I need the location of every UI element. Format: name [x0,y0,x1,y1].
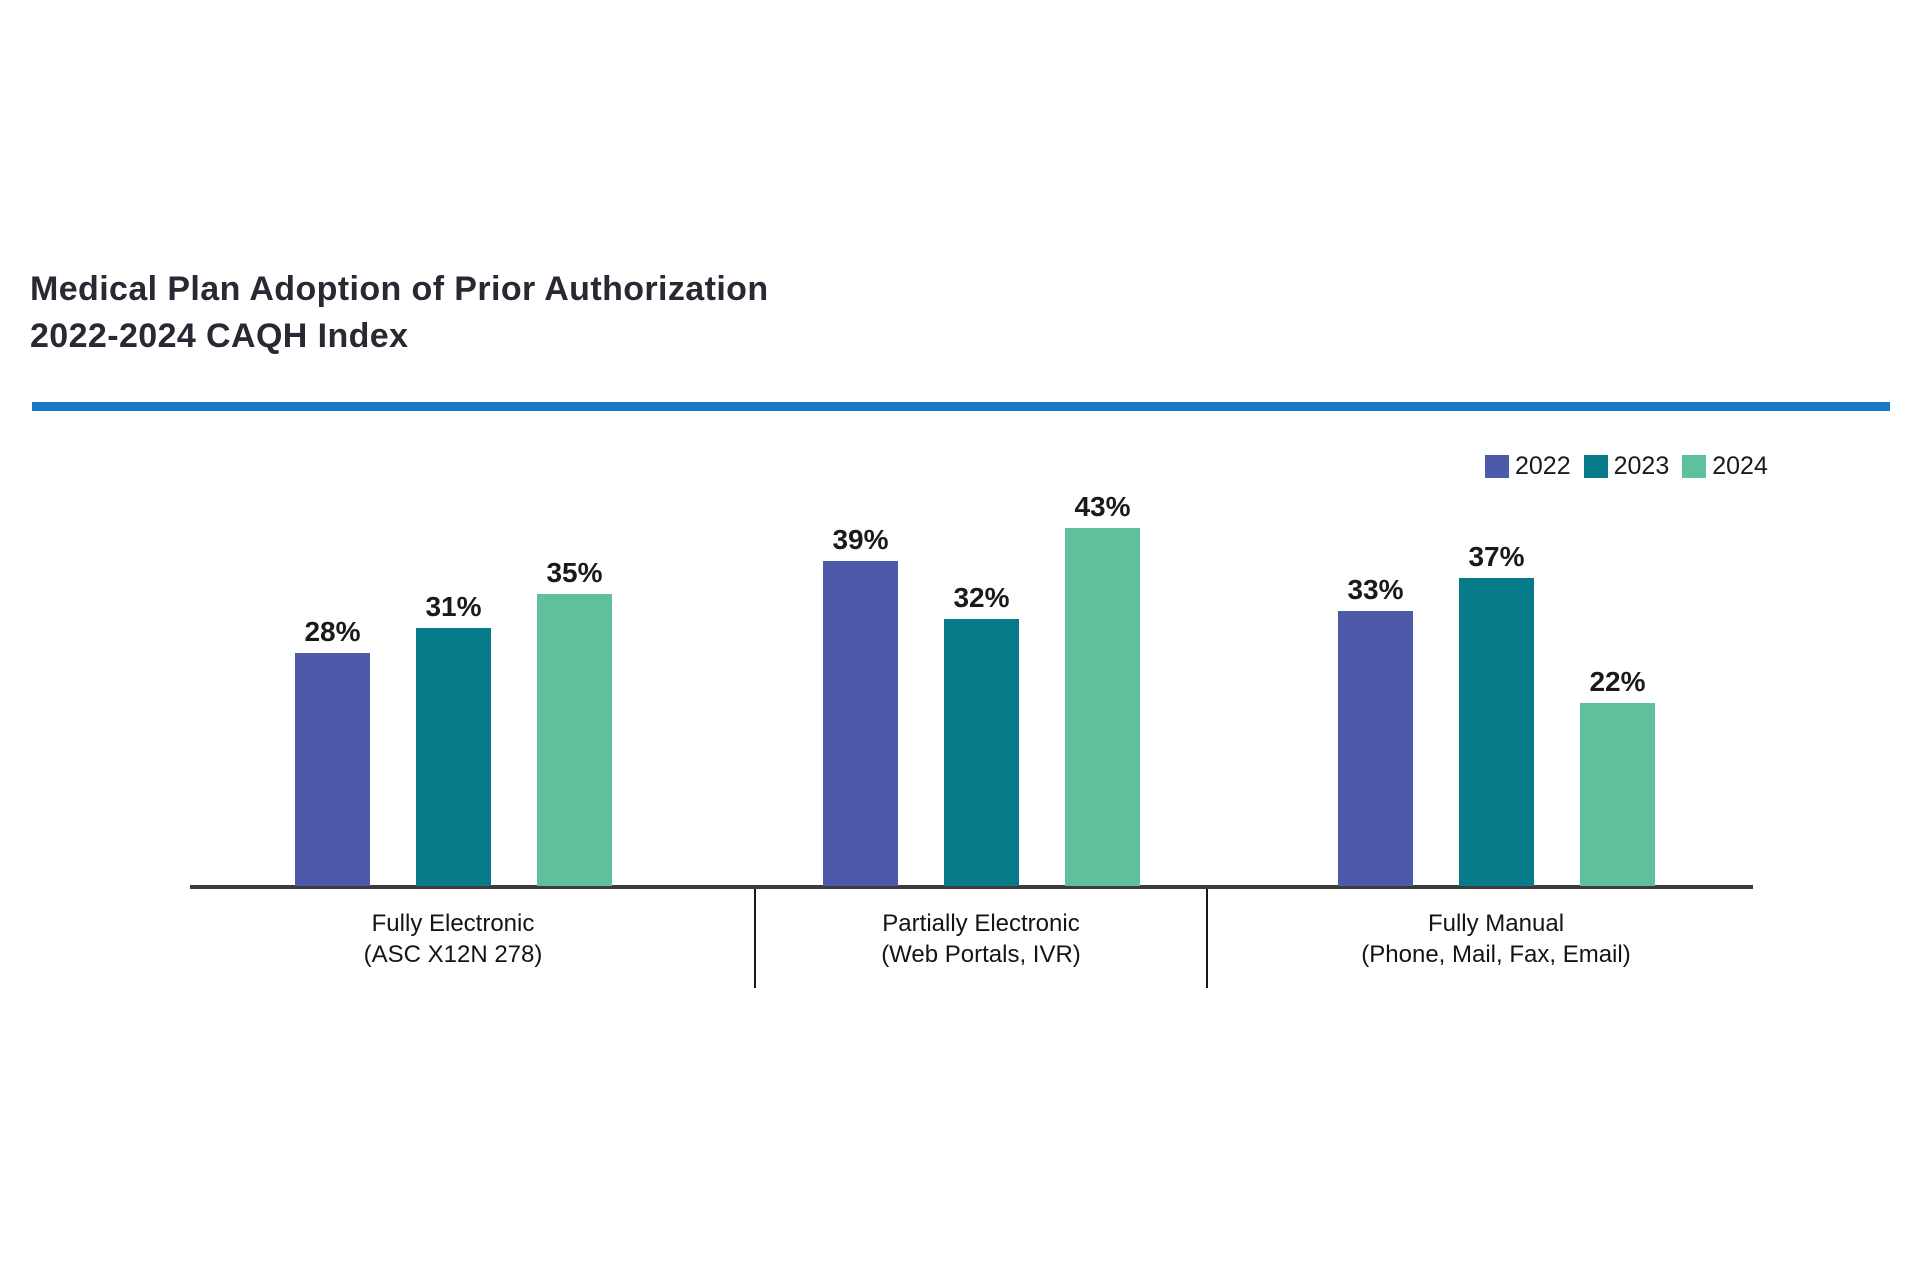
bar-value-label: 35% [546,557,603,588]
chart-title-line1: Medical Plan Adoption of Prior Authoriza… [30,270,769,308]
bar-value-label: 43% [1074,491,1131,522]
bar-value-label: 31% [425,591,482,622]
bar-group-1: 28% 31% 35% [295,499,612,886]
bar-group-2: 39% 32% 43% [823,491,1140,886]
bar-2023 [1459,578,1534,886]
title-divider-rule [32,402,1890,411]
category-label-2: Partially Electronic (Web Portals, IVR) [881,910,1081,968]
legend-label: 2024 [1712,452,1768,480]
legend-item-2023: 2023 [1583,452,1670,481]
bar-value-label: 28% [304,616,361,647]
plot-area: 28% 31% 35% 39% 32% 43% 33% 37% 22% [190,491,1753,889]
legend-item-2022: 2022 [1485,452,1571,481]
bar-value-label: 33% [1347,574,1404,605]
bar-value-label: 37% [1468,541,1525,572]
bar-2022 [1338,611,1413,886]
bar-2022 [295,653,370,886]
legend-swatch-icon [1682,455,1707,478]
bar-2022 [823,561,898,886]
x-axis-line [190,885,1753,889]
bar-value-label: 22% [1589,666,1646,697]
chart-title-line2: 2022-2024 CAQH Index [30,317,409,355]
category-label-3: Fully Manual (Phone, Mail, Fax, Email) [1361,910,1631,968]
bar-value-label: 39% [832,524,889,555]
category-divider-line [1206,889,1208,988]
category-divider-line [754,889,756,988]
legend-swatch-icon [1583,455,1608,478]
bar-value-label: 32% [953,582,1010,613]
bar-2024 [1065,528,1140,886]
bar-2023 [416,628,491,886]
bar-2023 [944,619,1019,886]
chart-legend: 2022 2023 2024 [1485,452,1768,481]
legend-label: 2023 [1613,452,1670,480]
legend-item-2024: 2024 [1682,452,1768,481]
bar-2024 [1580,703,1655,886]
chart-title: Medical Plan Adoption of Prior Authoriza… [30,266,769,360]
legend-swatch-icon [1485,455,1509,478]
bar-group-3: 33% 37% 22% [1338,499,1655,886]
bar-2024 [537,594,612,886]
legend-label: 2022 [1515,452,1571,480]
category-label-1: Fully Electronic (ASC X12N 278) [363,910,543,968]
